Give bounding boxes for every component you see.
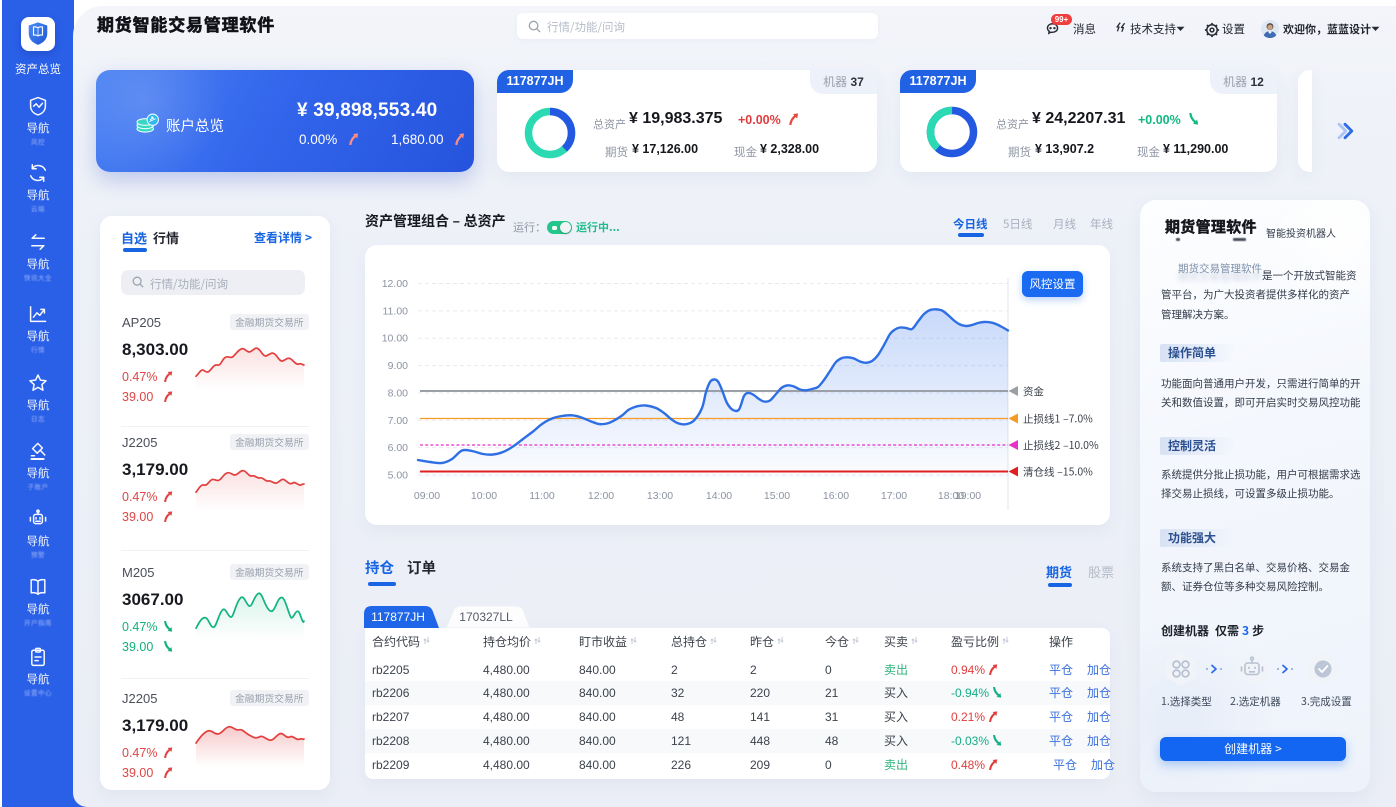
svg-text:13:00: 13:00 xyxy=(647,490,673,502)
svg-text:170327LL: 170327LL xyxy=(459,610,513,624)
svg-text:18:00: 18:00 xyxy=(938,490,964,502)
svg-text:14:00: 14:00 xyxy=(706,490,732,502)
svg-text:09:00: 09:00 xyxy=(414,490,440,502)
svg-text:8.00: 8.00 xyxy=(388,387,409,399)
svg-text:117877JH: 117877JH xyxy=(371,610,425,624)
svg-text:清仓线 –15.0%: 清仓线 –15.0% xyxy=(1023,464,1093,479)
svg-text:11.00: 11.00 xyxy=(383,305,409,317)
svg-text:9.00: 9.00 xyxy=(388,360,409,372)
svg-text:10:00: 10:00 xyxy=(471,490,497,502)
svg-text:17:00: 17:00 xyxy=(881,490,907,502)
svg-text:11:00: 11:00 xyxy=(529,490,555,502)
svg-text:12:00: 12:00 xyxy=(588,490,614,502)
svg-text:止损线2 –10.0%: 止损线2 –10.0% xyxy=(1023,438,1099,453)
svg-text:16:00: 16:00 xyxy=(823,490,849,502)
svg-text:6.00: 6.00 xyxy=(388,442,409,454)
svg-text:12.00: 12.00 xyxy=(382,278,408,290)
svg-text:19:00: 19:00 xyxy=(955,490,981,502)
svg-text:10.00: 10.00 xyxy=(382,333,408,345)
svg-text:7.00: 7.00 xyxy=(388,415,409,427)
svg-text:15:00: 15:00 xyxy=(764,490,790,502)
svg-text:5.00: 5.00 xyxy=(388,470,409,482)
svg-text:资金: 资金 xyxy=(1023,384,1045,399)
svg-text:止损线1 –7.0%: 止损线1 –7.0% xyxy=(1023,411,1093,426)
